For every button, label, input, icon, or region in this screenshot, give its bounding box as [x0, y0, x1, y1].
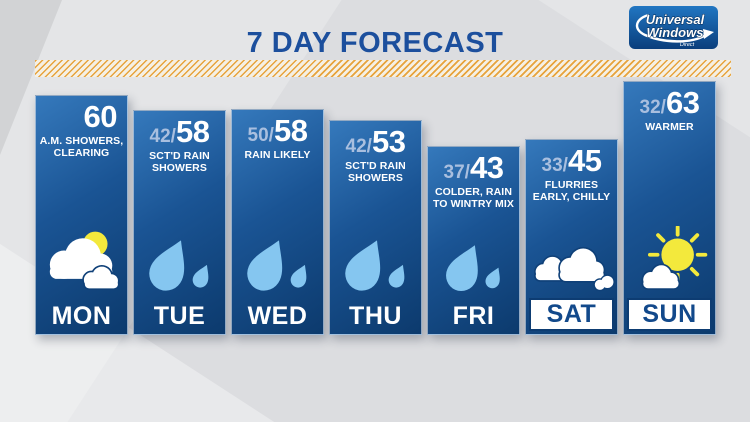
forecast-panel-thu: 42/ 53 SCT'D RAIN SHOWERS THU	[329, 120, 422, 335]
logo-text-line2: Windows	[647, 25, 704, 40]
rain-drops-icon	[142, 229, 218, 295]
conditions-text: RAIN LIKELY	[244, 149, 311, 161]
forecast-panel-wed: 50/ 58 RAIN LIKELY WED	[231, 109, 324, 335]
rain-drops-icon	[240, 229, 316, 295]
logo-text-line3: Direct	[680, 42, 695, 48]
high-temp: 58	[175, 114, 210, 149]
rain-drops-icon	[439, 235, 509, 295]
low-temp: 42/	[149, 126, 176, 147]
rain-drops-icon	[338, 229, 414, 295]
temperature: 50/ 58	[248, 115, 308, 146]
low-temp: 50/	[247, 125, 274, 146]
forecast-panel-mon: 60 A.M. SHOWERS, CLEARING MON	[35, 95, 128, 335]
forecast-panel-sat: 33/ 45 FLURRIES EARLY, CHILLY	[525, 139, 618, 335]
high-temp: 45	[567, 143, 602, 178]
high-temp: 63	[665, 85, 700, 120]
low-temp: 42/	[345, 136, 372, 157]
day-label: FRI	[452, 301, 495, 330]
conditions-text: SCT'D RAIN SHOWERS	[345, 160, 406, 185]
forecast-panel-fri: 37/ 43 COLDER, RAIN TO WINTRY MIX FRI	[427, 146, 520, 335]
low-temp: 37/	[443, 162, 470, 183]
sun-behind-clouds-icon	[38, 225, 126, 295]
day-label: MON	[51, 301, 112, 330]
temperature: 42/ 53	[346, 126, 406, 157]
high-temp: 53	[371, 124, 406, 159]
day-label: WED	[247, 301, 308, 330]
conditions-text: A.M. SHOWERS, CLEARING	[39, 135, 124, 160]
day-label: THU	[349, 301, 402, 330]
logo-swoosh	[635, 13, 707, 43]
low-temp: 32/	[639, 97, 666, 118]
temperature: 37/ 43	[444, 152, 504, 183]
logo-swoosh-arrow	[703, 29, 714, 39]
temperature: 32/ 63	[640, 87, 700, 118]
conditions-text: SCT'D RAIN SHOWERS	[149, 150, 210, 175]
conditions-text: COLDER, RAIN TO WINTRY MIX	[432, 186, 515, 211]
temperature: 42/ 58	[150, 116, 210, 147]
day-label: SUN	[627, 298, 712, 331]
temperature: 60	[36, 101, 127, 132]
sun-and-cloud-icon	[626, 225, 714, 295]
temperature: 33/ 45	[542, 145, 602, 176]
page-title: 7 DAY FORECAST	[246, 27, 504, 59]
logo-text-line1: Universal	[646, 12, 705, 27]
universal-windows-direct-logo: Universal Windows Direct	[629, 6, 718, 49]
clouds-icon	[529, 241, 615, 295]
high-temp: 60	[83, 99, 118, 134]
high-temp: 43	[469, 150, 504, 185]
forecast-panel-tue: 42/ 58 SCT'D RAIN SHOWERS TUE	[133, 110, 226, 335]
forecast-panel-sun: 32/ 63 WARMER	[623, 81, 716, 335]
conditions-text: WARMER	[645, 121, 694, 133]
gold-hatched-divider	[35, 60, 731, 77]
day-label: TUE	[153, 301, 206, 330]
high-temp: 58	[273, 113, 308, 148]
day-label: SAT	[529, 298, 614, 331]
low-temp: 33/	[541, 155, 568, 176]
conditions-text: FLURRIES EARLY, CHILLY	[532, 179, 611, 204]
